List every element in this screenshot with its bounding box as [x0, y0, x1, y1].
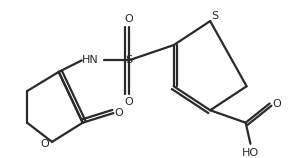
Text: S: S: [211, 11, 219, 21]
Text: HN: HN: [82, 55, 99, 65]
Text: O: O: [272, 99, 281, 109]
Text: O: O: [115, 108, 124, 118]
Text: O: O: [124, 97, 133, 107]
Text: S: S: [125, 55, 132, 65]
Text: O: O: [40, 139, 49, 149]
Text: HO: HO: [242, 148, 259, 158]
Text: O: O: [124, 14, 133, 24]
